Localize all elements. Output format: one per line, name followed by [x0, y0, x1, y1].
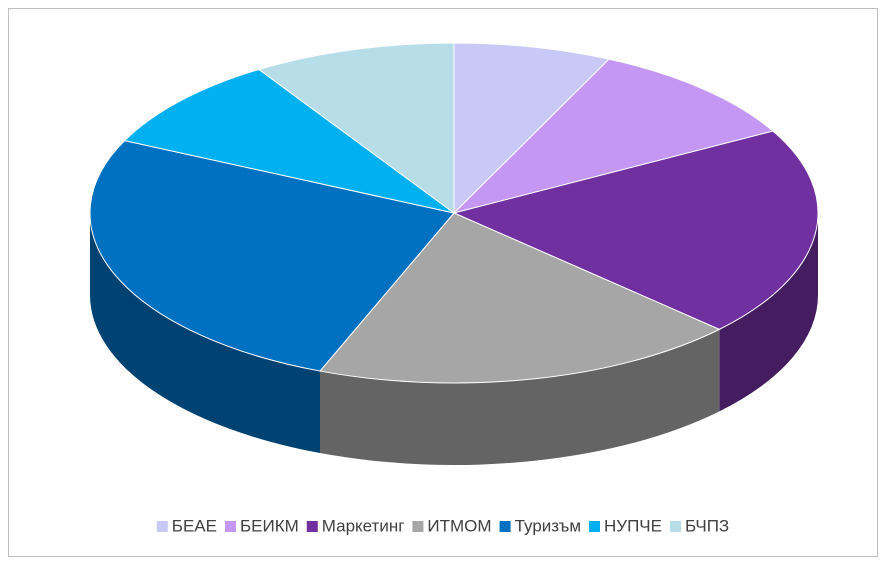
- slice-side: [719, 213, 818, 412]
- slice-side: [89, 213, 321, 454]
- slice: [452, 58, 775, 214]
- legend: БЕАЕ БЕИКМ Маркетинг ИТМОМ Туризъм НУПЧЕ БЧПЗ: [156, 516, 729, 535]
- legend-swatch: [412, 521, 424, 532]
- slice-side: [320, 329, 720, 466]
- legend-swatch: [499, 521, 511, 532]
- legend-swatch: [224, 521, 236, 532]
- slice: [453, 42, 610, 215]
- legend-label: Туризъм: [515, 516, 581, 535]
- legend-label: БЧПЗ: [685, 516, 729, 535]
- legend-label: ИТМОМ: [427, 516, 491, 535]
- legend-swatch: [589, 521, 601, 532]
- legend-swatch: [156, 521, 168, 532]
- pie-tops: [89, 42, 819, 384]
- pie-sides: [89, 213, 818, 466]
- legend-label: БЕИКМ: [240, 516, 299, 535]
- legend-swatch: [306, 521, 318, 532]
- legend-swatch: [669, 521, 681, 532]
- slice: [89, 140, 455, 372]
- legend-label: Маркетинг: [322, 516, 405, 535]
- slice: [452, 130, 819, 330]
- slice: [319, 212, 721, 384]
- slice: [257, 42, 455, 214]
- legend-label: БЕАЕ: [172, 516, 217, 535]
- legend-label: НУПЧЕ: [604, 516, 662, 535]
- slice: [123, 68, 455, 214]
